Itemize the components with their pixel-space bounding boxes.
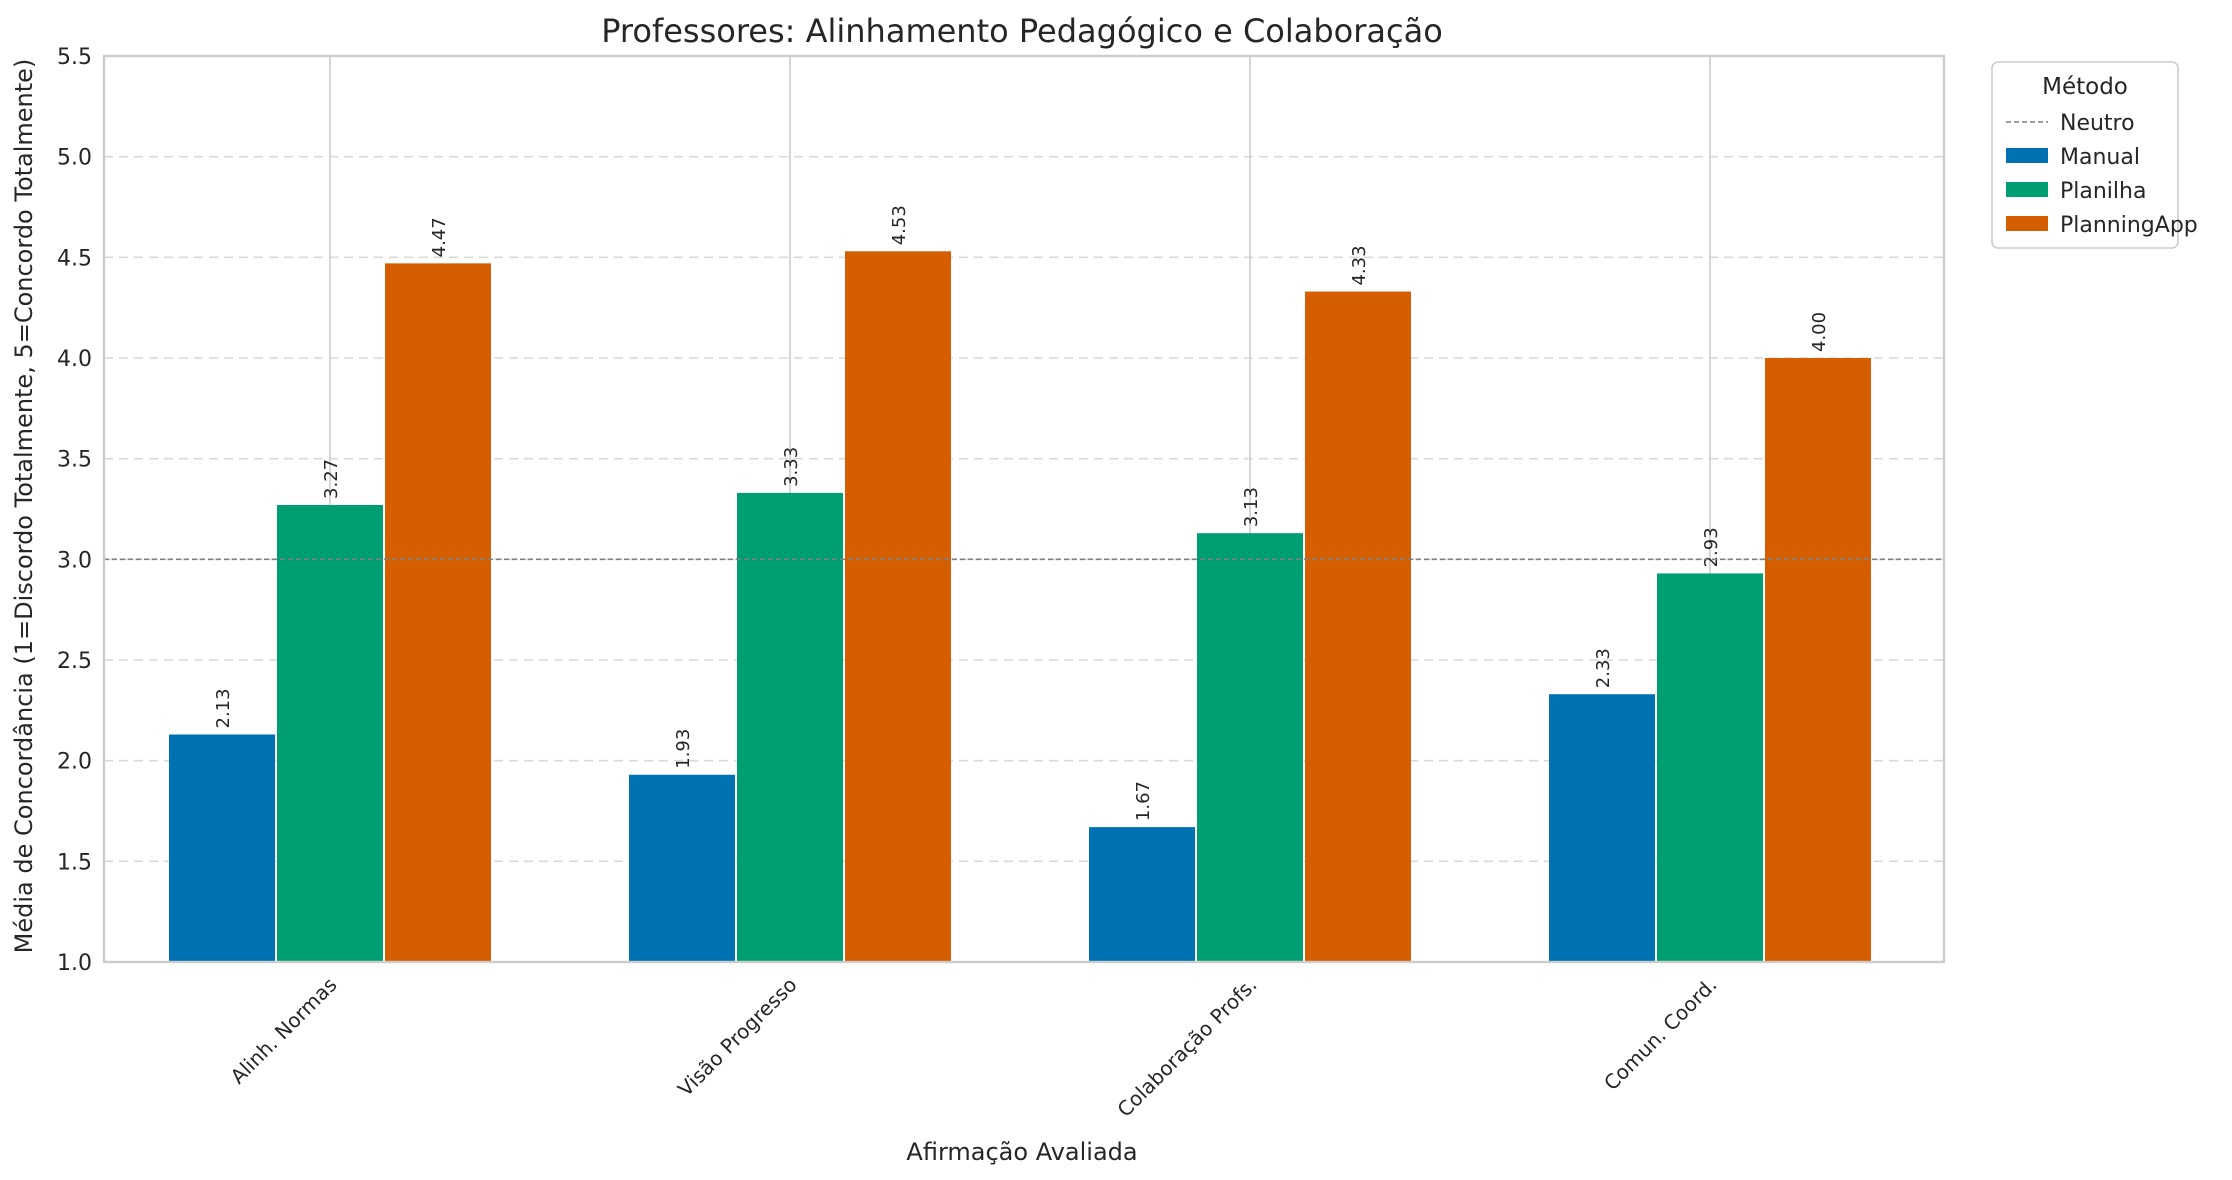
x-tick-label: Comun. Coord. [1599, 973, 1721, 1095]
bar-manual-4 [1549, 694, 1655, 962]
y-tick-label: 4.0 [57, 347, 92, 372]
bar-value-label: 3.13 [1241, 487, 1262, 527]
bar-value-label: 2.13 [213, 688, 234, 728]
bar-planningapp-1 [385, 263, 491, 963]
bar-planilha-1 [277, 504, 383, 962]
legend-swatch-planningapp [2006, 216, 2048, 231]
y-tick-label: 3.0 [57, 548, 92, 573]
y-tick-label: 3.5 [57, 448, 92, 473]
x-tick-label: Colaboração Profs. [1112, 973, 1261, 1122]
plot-frame [102, 54, 1946, 964]
bar-value-label: 1.67 [1133, 781, 1154, 821]
bar-value-label: 4.53 [889, 205, 910, 245]
y-axis-label: Média de Concordância (1=Discordo Totalm… [10, 59, 38, 954]
y-tick-label: 5.0 [57, 146, 92, 171]
y-tick-label: 4.5 [57, 246, 92, 271]
plot-area: 1.0 1.5 2.0 2.5 3.0 3.5 4.0 4.5 5.0 5.5 2.13 1.93 1.… [57, 45, 1946, 1122]
x-axis-label: Afirmação Avaliada [906, 1138, 1137, 1166]
legend-label-planningapp: PlanningApp [2060, 213, 2198, 238]
bar-planningapp-3 [1305, 291, 1411, 962]
bar-planilha-3 [1197, 533, 1303, 962]
bar-value-label: 2.93 [1701, 527, 1722, 567]
bar-value-label: 4.33 [1349, 245, 1370, 285]
legend-label-neutro: Neutro [2060, 111, 2135, 136]
bar-value-label: 2.33 [1593, 648, 1614, 688]
bar-value-label: 1.93 [673, 729, 694, 769]
legend-title: Método [2042, 74, 2128, 100]
bar-planningapp-4 [1765, 358, 1871, 962]
x-tick-label: Alinh. Normas [226, 973, 342, 1089]
y-tick-label: 1.0 [57, 951, 92, 976]
y-tick-label: 1.5 [57, 850, 92, 875]
bar-manual-1 [169, 734, 275, 962]
bar-value-label: 4.47 [429, 217, 450, 257]
bar-value-label: 3.27 [321, 459, 342, 499]
bar-manual-2 [629, 774, 735, 962]
legend-swatch-manual [2006, 148, 2048, 163]
x-tick-label: Visão Progresso [673, 973, 801, 1101]
legend-label-planilha: Planilha [2060, 179, 2146, 204]
bar-planilha-4 [1657, 573, 1763, 962]
bar-value-label: 4.00 [1809, 312, 1830, 352]
y-tick-label: 2.5 [57, 649, 92, 674]
y-tick-label: 5.5 [57, 45, 92, 70]
chart-title: Professores: Alinhamento Pedagógico e Co… [601, 12, 1443, 50]
bar-manual-3 [1089, 827, 1195, 962]
y-tick-label: 2.0 [57, 750, 92, 775]
legend: Método Neutro Manual Planilha PlanningApp [1991, 61, 2198, 249]
legend-label-manual: Manual [2060, 145, 2140, 170]
legend-swatch-planilha [2006, 182, 2048, 197]
bar-planningapp-2 [845, 251, 951, 962]
bar-value-label: 3.33 [781, 447, 802, 487]
bar-planilha-2 [737, 492, 843, 962]
legend-frame [1991, 61, 2179, 249]
